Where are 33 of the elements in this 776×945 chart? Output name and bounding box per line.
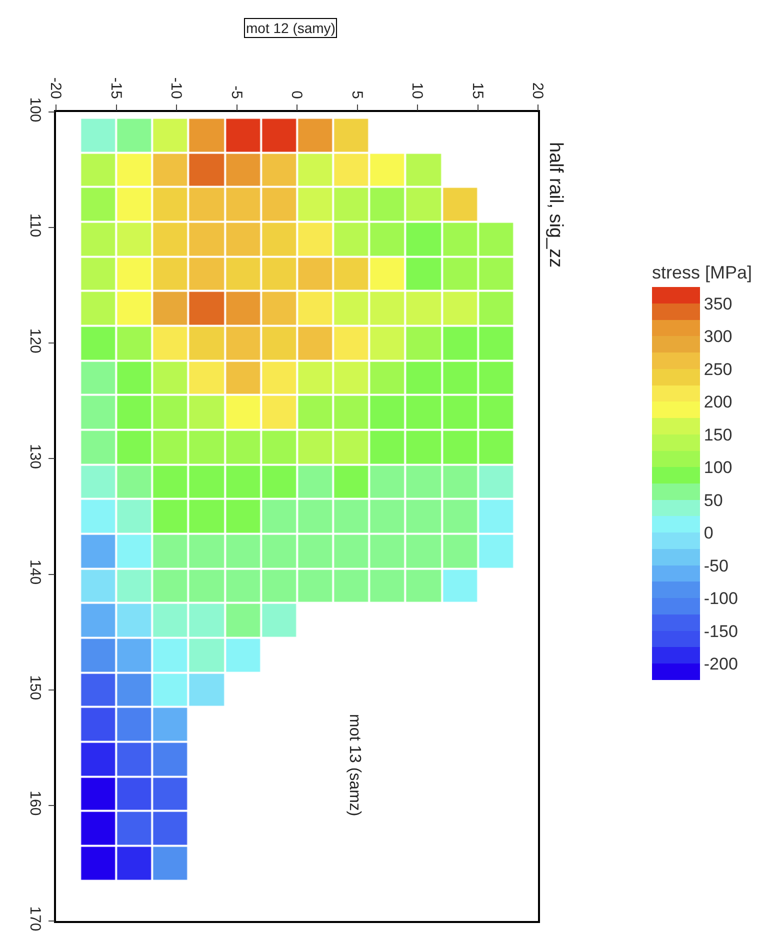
y-tick-label: 130 <box>26 444 44 469</box>
y-tick-label: 110 <box>26 213 44 238</box>
color-bar-label: -150 <box>704 622 738 641</box>
color-bar-label: 350 <box>704 294 732 314</box>
x-axis-title: mot 12 (samy) <box>246 20 336 36</box>
y-axis-title: mot 13 (samz) <box>346 714 363 816</box>
color-bar-label: 0 <box>704 524 714 543</box>
x-tick-label: -15 <box>107 77 124 99</box>
y-tick-label: 140 <box>26 560 44 585</box>
color-bar-label: 200 <box>704 392 732 412</box>
x-tick-label: 0 <box>288 90 306 99</box>
x-tick-label: -20 <box>47 77 64 99</box>
color-bar-label: -200 <box>704 654 738 674</box>
x-tick-label: 20 <box>529 82 546 99</box>
y-tick-label: 120 <box>26 328 44 354</box>
x-tick-label: 5 <box>348 90 366 99</box>
x-tick-label: 10 <box>408 82 426 99</box>
color-bar-label: 300 <box>704 327 732 346</box>
color-bar-label: -100 <box>704 589 738 608</box>
color-bar-label: 150 <box>704 425 732 444</box>
color-bar-label: -50 <box>704 556 728 576</box>
y-tick-label: 160 <box>26 790 44 816</box>
color-bar-label: 100 <box>704 458 732 478</box>
text: half rail, sig_zz <box>545 142 566 268</box>
color-bar-title: stress [MPa] <box>652 262 752 282</box>
x-tick-label: -5 <box>228 86 245 99</box>
color-bar-label: 250 <box>704 360 732 379</box>
y-tick-label: 170 <box>26 906 44 932</box>
color-bar-label: 50 <box>704 490 723 510</box>
x-tick-label: 15 <box>468 82 486 99</box>
x-tick-label: -10 <box>168 77 185 99</box>
y-tick-label: 100 <box>26 97 44 122</box>
y-tick-label: 150 <box>26 675 44 700</box>
